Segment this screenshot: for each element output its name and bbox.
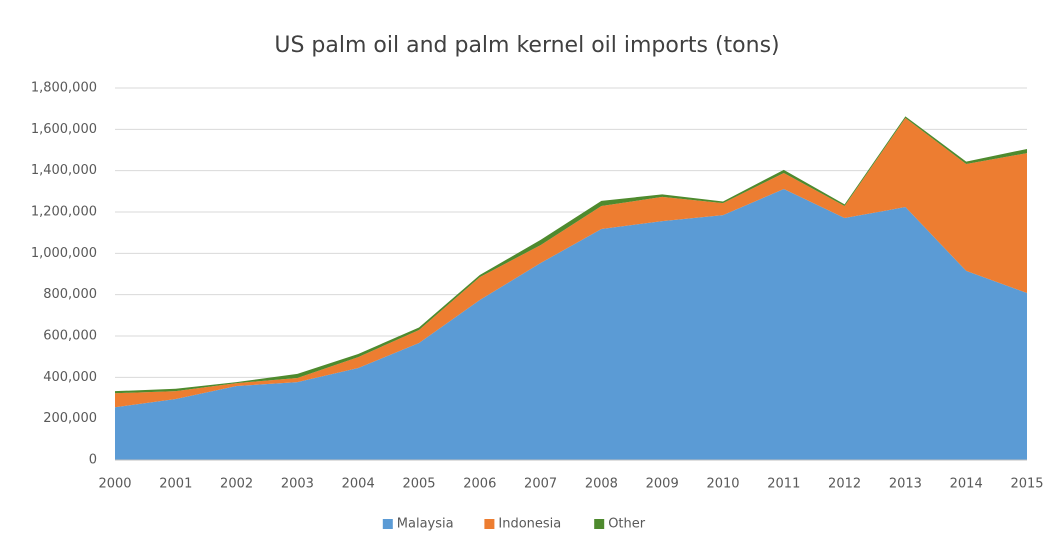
legend-label: Indonesia bbox=[498, 517, 561, 532]
x-tick-label: 2002 bbox=[220, 477, 253, 492]
x-tick-label: 2005 bbox=[402, 477, 435, 492]
y-tick-label: 800,000 bbox=[43, 287, 97, 302]
x-tick-label: 2001 bbox=[159, 477, 192, 492]
x-tick-label: 2010 bbox=[706, 477, 739, 492]
x-tick-label: 2011 bbox=[767, 477, 800, 492]
x-tick-label: 2000 bbox=[98, 477, 131, 492]
chart-title: US palm oil and palm kernel oil imports … bbox=[274, 33, 779, 58]
y-tick-label: 1,000,000 bbox=[31, 246, 97, 261]
y-tick-label: 200,000 bbox=[43, 411, 97, 426]
x-tick-label: 2015 bbox=[1010, 477, 1043, 492]
legend-swatch bbox=[484, 519, 495, 529]
x-tick-label: 2013 bbox=[889, 477, 922, 492]
area bbox=[115, 117, 1027, 408]
legend-label: Malaysia bbox=[397, 517, 454, 532]
x-tick-label: 2014 bbox=[950, 477, 983, 492]
x-tick-label: 2003 bbox=[281, 477, 314, 492]
x-tick-label: 2007 bbox=[524, 477, 557, 492]
y-tick-label: 0 bbox=[89, 453, 97, 468]
y-tick-label: 1,400,000 bbox=[31, 163, 97, 178]
y-tick-label: 1,800,000 bbox=[31, 81, 97, 96]
x-tick-label: 2012 bbox=[828, 477, 861, 492]
x-tick-label: 2008 bbox=[585, 477, 618, 492]
area bbox=[115, 189, 1027, 460]
y-tick-label: 400,000 bbox=[43, 370, 97, 385]
legend-swatch bbox=[382, 519, 393, 529]
legend-swatch bbox=[594, 519, 605, 529]
y-tick-label: 1,200,000 bbox=[31, 205, 97, 220]
x-tick-label: 2006 bbox=[463, 477, 496, 492]
x-tick-label: 2004 bbox=[342, 477, 375, 492]
y-tick-label: 1,600,000 bbox=[31, 122, 97, 137]
y-tick-label: 600,000 bbox=[43, 329, 97, 344]
legend-label: Other bbox=[608, 517, 646, 532]
x-tick-label: 2009 bbox=[646, 477, 679, 492]
